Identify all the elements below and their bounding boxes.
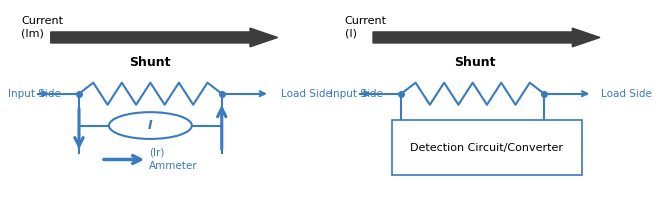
Text: I: I [148,119,153,132]
Text: Input Side: Input Side [8,89,61,99]
FancyBboxPatch shape [392,120,581,175]
Text: (Ir)
Ammeter: (Ir) Ammeter [149,148,198,171]
Text: Detection Circuit/Converter: Detection Circuit/Converter [410,143,563,153]
Text: Load Side: Load Side [281,89,332,99]
Text: Current
(Im): Current (Im) [21,16,63,39]
FancyArrow shape [373,28,600,47]
FancyArrow shape [51,28,278,47]
Text: Shunt: Shunt [454,55,496,69]
Text: Load Side: Load Side [601,89,652,99]
Text: Current
(I): Current (I) [345,16,387,39]
Text: Shunt: Shunt [129,55,170,69]
Text: Input Side: Input Side [330,89,383,99]
